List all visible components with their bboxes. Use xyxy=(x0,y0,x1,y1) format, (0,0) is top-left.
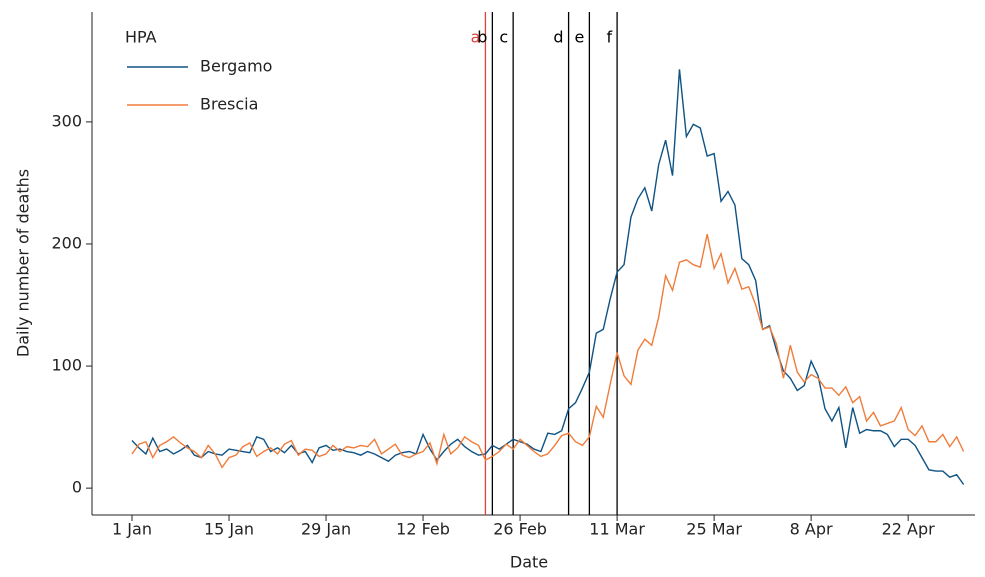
y-axis-title: Daily number of deaths xyxy=(14,169,33,357)
y-tick-label: 300 xyxy=(51,111,82,130)
series-line xyxy=(131,69,965,485)
x-tick-label: 11 Mar xyxy=(589,520,645,539)
x-tick-label: 26 Feb xyxy=(493,520,547,539)
x-tick-label: 1 Jan xyxy=(112,520,152,539)
series-line xyxy=(131,234,965,469)
y-tick-label: 0 xyxy=(72,478,82,497)
x-tick-label: 15 Jan xyxy=(204,520,254,539)
event-label: f xyxy=(606,28,612,47)
y-tick-label: 100 xyxy=(51,356,82,375)
y-tick-label: 200 xyxy=(51,233,82,252)
event-label: b xyxy=(477,28,487,47)
x-tick-label: 22 Apr xyxy=(882,520,936,539)
x-tick-label: 25 Mar xyxy=(686,520,742,539)
legend-label: Brescia xyxy=(200,95,258,114)
legend-label: Bergamo xyxy=(200,57,272,76)
x-tick-label: 12 Feb xyxy=(396,520,450,539)
event-label: d xyxy=(553,28,563,47)
x-tick-label: 8 Apr xyxy=(790,520,833,539)
legend-title: HPA xyxy=(125,28,157,47)
x-tick-label: 29 Jan xyxy=(301,520,351,539)
event-label: a xyxy=(471,28,481,47)
event-label: e xyxy=(575,28,585,47)
event-label: c xyxy=(499,28,508,47)
x-axis-title: Date xyxy=(510,553,548,572)
